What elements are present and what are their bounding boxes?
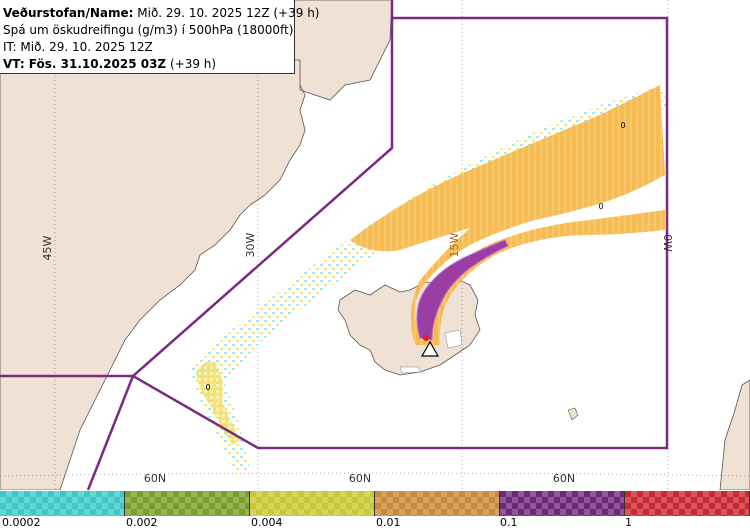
legend-swatch-2 [125,491,250,516]
meridian-label-15w: 15W [448,232,461,257]
legend-tick-5: 1 [625,516,632,529]
plume-southern-patch [196,361,240,445]
contour-label-1: 0 [620,121,625,130]
legend-tick-2: 0.004 [251,516,283,529]
vt-line: VT: Fös. 31.10.2025 03Z (+39 h) [3,56,294,73]
fir-boundary [0,0,669,490]
name-label: Veðurstofan/Name: [3,6,134,20]
legend-tick-4: 0.1 [500,516,518,529]
forecast-info-box: Veðurstofan/Name: Mið. 29. 10. 2025 12Z … [0,0,320,74]
legend-swatch-3 [250,491,375,516]
legend-swatch-4 [375,491,500,516]
legend-swatch-1 [0,491,125,516]
legend-tick-0: 0.0002 [2,516,41,529]
concentration-legend: 0.0002 0.002 0.004 0.01 0.1 1 [0,490,750,532]
name-value: Mið. 29. 10. 2025 12Z (+39 h) [137,6,320,20]
plume-orange-band [350,85,665,345]
name-line: Veðurstofan/Name: Mið. 29. 10. 2025 12Z … [3,5,320,22]
triangle-warning-icon [420,335,440,357]
greenland-land [0,0,393,490]
meridian-label-45w: 45W [41,235,54,260]
parallel-label-60n-3: 60N [553,472,575,485]
norway-coast [719,379,750,490]
legend-swatch-6 [625,491,750,516]
vt-label: VT: Fös. 31.10.2025 03Z [3,57,167,71]
plume-high-core [416,239,509,341]
parallel-label-60n-1: 60N [144,472,166,485]
vt-value: (+39 h) [169,57,217,71]
meridian-label-0w: 0W [661,234,674,252]
meridian-label-30w: 30W [244,232,257,257]
contour-label-3: 0 [205,383,210,392]
legend-swatch-5 [500,491,625,516]
it-line: IT: Mið. 29. 10. 2025 12Z [3,40,153,54]
parallel-label-60n-2: 60N [349,472,371,485]
legend-tick-3: 0.01 [376,516,401,529]
legend-tick-1: 0.002 [126,516,158,529]
subtitle: Spá um öskudreifingu (g/m3) í 500hPa (18… [3,23,294,37]
legend-color-bar [0,491,750,516]
contour-label-2: 0 [598,202,603,211]
ash-dispersion-map: 45W 30W 15W 0W 60N 60N 60N 0 0 0 [0,0,750,490]
